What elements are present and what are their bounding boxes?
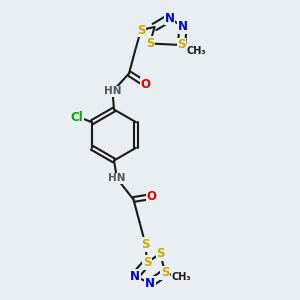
Text: S: S	[146, 37, 154, 50]
Text: N: N	[130, 269, 140, 283]
Text: S: S	[177, 38, 186, 52]
Text: N: N	[164, 11, 175, 25]
Text: Cl: Cl	[70, 111, 83, 124]
Text: O: O	[140, 77, 151, 91]
Text: S: S	[143, 256, 151, 269]
Text: N: N	[145, 277, 155, 290]
Text: S: S	[156, 247, 165, 260]
Text: S: S	[161, 266, 169, 280]
Text: S: S	[146, 37, 154, 50]
Text: N: N	[164, 11, 175, 25]
Text: S: S	[141, 238, 150, 251]
Text: N: N	[178, 20, 188, 34]
Text: HN: HN	[104, 86, 121, 97]
Text: CH₃: CH₃	[172, 272, 191, 283]
Text: N: N	[178, 20, 188, 34]
Text: CH₃: CH₃	[187, 46, 206, 56]
Text: O: O	[146, 190, 157, 203]
Text: HN: HN	[108, 173, 126, 184]
Text: S: S	[137, 23, 145, 37]
